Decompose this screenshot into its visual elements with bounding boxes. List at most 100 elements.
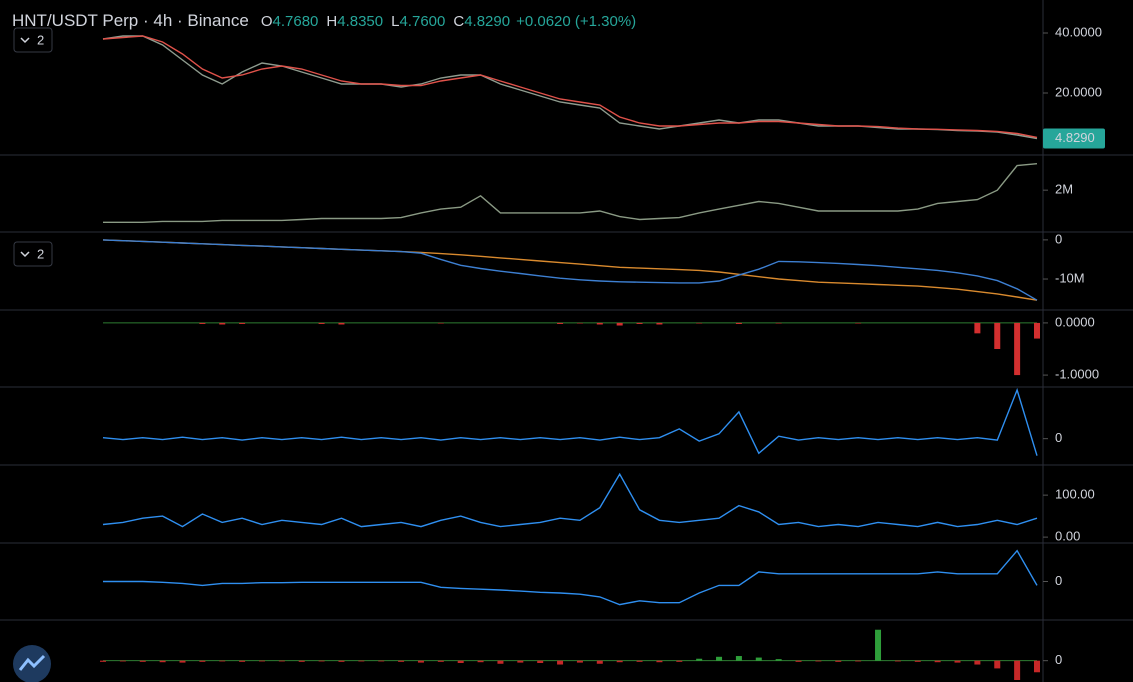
histogram-bar [616, 322, 623, 326]
chevron-icon [20, 37, 30, 44]
collapse-button-box [13, 241, 53, 267]
series-line [102, 239, 1038, 301]
series-line [102, 239, 1038, 301]
histogram-bar [417, 660, 424, 663]
series-line [102, 472, 1038, 528]
histogram-bar [199, 322, 206, 324]
chart-header: HNT/USDT Perp · 4h · Binance O4.7680 H4.83… [12, 11, 636, 30]
histogram-bar [1014, 660, 1021, 680]
histogram-bar [696, 322, 703, 324]
y-tick-label: -1.0000 [1055, 367, 1099, 382]
y-tick-label: 20.0000 [1055, 84, 1102, 99]
y-tick-label: 0 [1055, 573, 1062, 588]
histogram-bar [576, 322, 583, 324]
histogram-bar [497, 660, 504, 664]
histogram-bar [994, 322, 1001, 349]
histogram-bar [716, 656, 723, 661]
histogram-bar [775, 322, 782, 324]
ohlc-label: L [391, 13, 399, 30]
histogram-bar [179, 660, 186, 663]
y-tick-label: 0 [1055, 430, 1062, 445]
histogram-bar [974, 322, 981, 334]
histogram-bar [994, 660, 1001, 669]
histogram-bar [278, 660, 285, 662]
histogram-bar [656, 322, 663, 325]
series-line [102, 35, 1038, 140]
histogram-bar [457, 660, 464, 663]
histogram-bar [656, 660, 663, 663]
histogram-bar [159, 660, 166, 663]
histogram-bar [596, 322, 603, 325]
histogram-bar [119, 660, 126, 662]
histogram-bar [557, 322, 564, 324]
chevron-icon [20, 251, 30, 258]
histogram-bar [298, 660, 305, 662]
histogram-bar [735, 322, 742, 324]
histogram-bar [815, 660, 822, 662]
ohlc-value: 4.8350 [337, 13, 383, 30]
histogram-bar [696, 658, 703, 661]
price-change: +0.0620 (+1.30%) [516, 13, 636, 30]
ohlc-label: C [453, 13, 464, 30]
collapse-button-box [13, 27, 53, 53]
ohlc-label: O [261, 13, 273, 30]
histogram-bar [894, 660, 901, 662]
histogram-bar [557, 660, 564, 665]
series-line [102, 35, 1038, 139]
y-tick-label: 0 [1055, 652, 1062, 667]
histogram-bar [239, 322, 246, 324]
histogram-bar [835, 660, 842, 662]
ohlc-value: 4.7680 [273, 13, 319, 30]
histogram-bar [358, 660, 365, 662]
histogram-bar [477, 660, 484, 663]
histogram-bar [219, 660, 226, 662]
histogram-bar [517, 660, 524, 663]
histogram-bar [258, 660, 265, 662]
histogram-bar [199, 660, 206, 662]
histogram-bar [855, 660, 862, 662]
histogram-bar [775, 659, 782, 661]
histogram-bar [616, 660, 623, 663]
y-tick-label: 0.00 [1055, 529, 1080, 544]
histogram-bar [398, 660, 405, 662]
histogram-bar [378, 660, 385, 662]
ohlc-label: H [326, 13, 337, 30]
y-tick-label: 0.0000 [1055, 314, 1095, 329]
series-line [103, 163, 1038, 223]
histogram-bar [437, 322, 444, 324]
histogram-bar [934, 660, 941, 663]
histogram-bar [576, 660, 583, 663]
histogram-bar [636, 322, 643, 324]
collapse-button[interactable]: 2 [13, 241, 53, 267]
histogram-bar [139, 660, 146, 662]
histogram-bar [914, 660, 921, 662]
last-price-label: 4.8290 [1055, 130, 1095, 145]
collapse-button[interactable]: 2 [13, 27, 53, 53]
histogram-bar [437, 660, 444, 662]
histogram-bar [855, 322, 862, 324]
collapse-count: 2 [37, 246, 44, 261]
histogram-bar [676, 660, 683, 662]
histogram-bar [735, 656, 742, 661]
histogram-bar [1034, 660, 1040, 673]
last-price-tag [1043, 128, 1105, 149]
histogram-bar [875, 629, 882, 661]
logo [13, 645, 51, 682]
histogram-bar [636, 660, 643, 662]
series-line [102, 387, 1038, 456]
histogram-bar [974, 660, 981, 665]
y-tick-label: -10M [1055, 270, 1085, 285]
histogram-bar [318, 322, 325, 324]
y-tick-label: 2M [1055, 182, 1073, 197]
histogram-bar [338, 322, 345, 325]
histogram-bar [219, 322, 226, 325]
histogram-bar [318, 660, 325, 662]
histogram-bar [954, 660, 961, 663]
histogram-bar [755, 657, 762, 661]
y-tick-label: 40.0000 [1055, 24, 1102, 39]
y-tick-label: 0 [1055, 231, 1062, 246]
collapse-count: 2 [37, 32, 44, 47]
ohlc-value: 4.7600 [399, 13, 445, 30]
